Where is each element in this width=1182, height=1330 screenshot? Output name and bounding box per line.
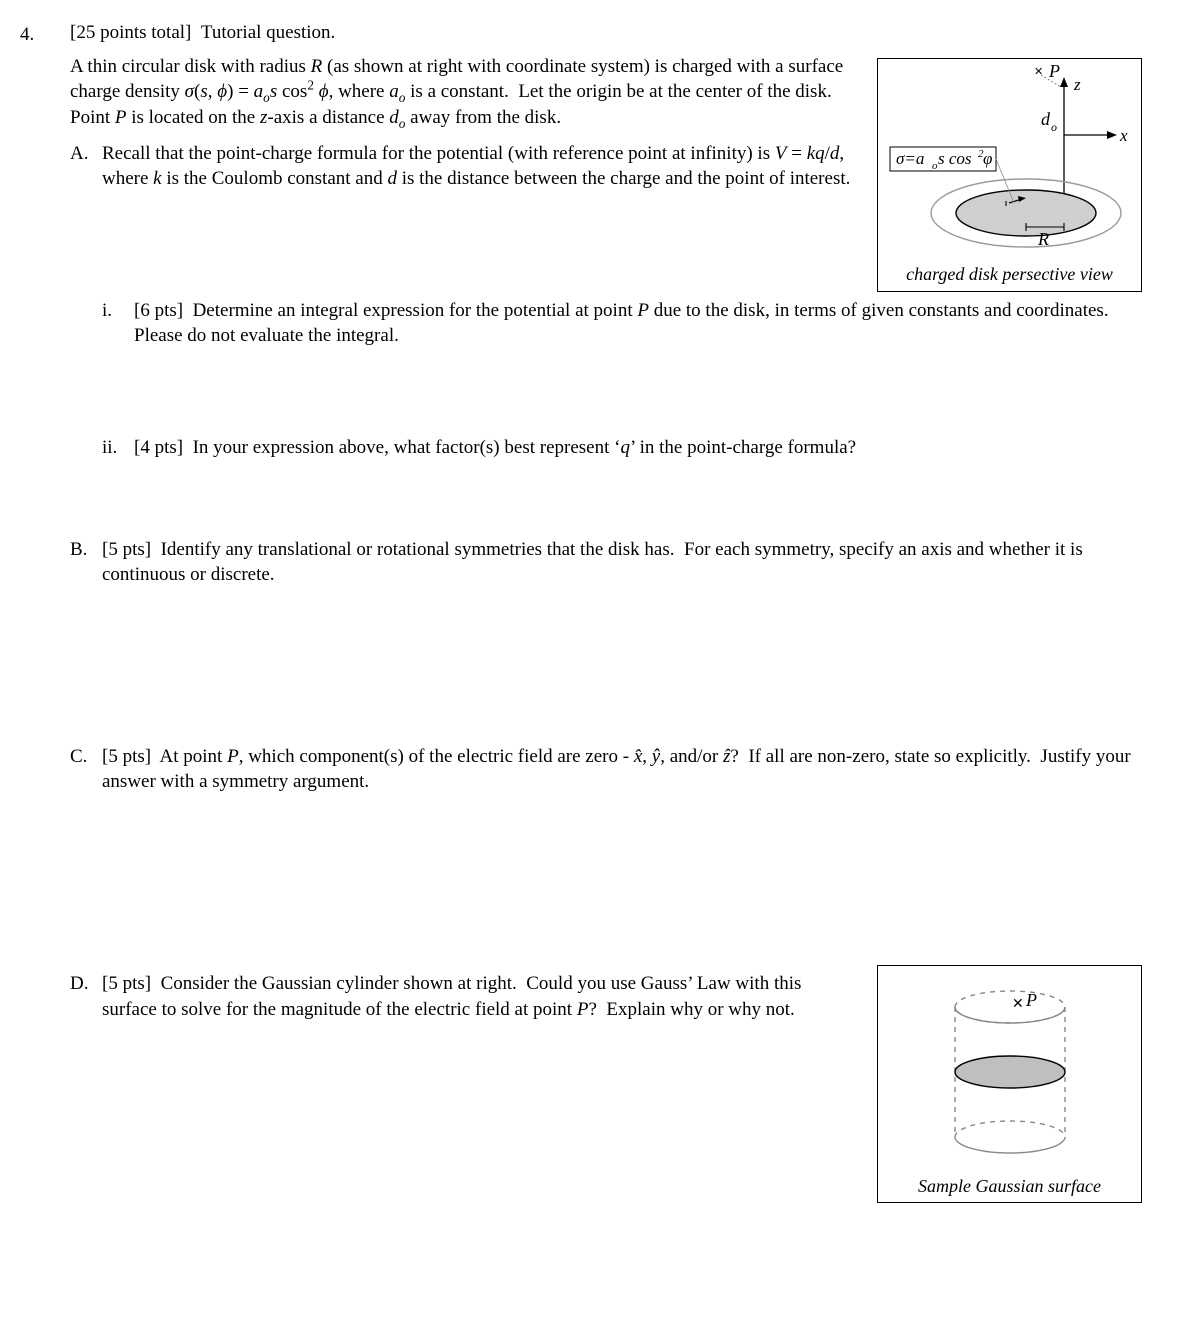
- svg-text:s cos: s cos: [938, 149, 972, 168]
- intro-paragraph: A thin circular disk with radius R (as s…: [70, 54, 857, 131]
- part-a-i-num: i.: [102, 298, 134, 324]
- figure-gaussian-surface: ✕ P Sample Gaussian surface: [877, 965, 1142, 1203]
- svg-text:P: P: [1048, 65, 1060, 81]
- svg-text:o: o: [1051, 120, 1057, 134]
- svg-text:P: P: [1025, 990, 1037, 1010]
- part-c-text: [5 pts] At point P, which component(s) o…: [102, 744, 1142, 795]
- part-a-intro: Recall that the point-charge formula for…: [102, 143, 850, 190]
- svg-text:✕: ✕: [1034, 66, 1043, 78]
- figure-disk-perspective: z x d o ✕ P: [877, 58, 1142, 292]
- part-a-letter: A.: [70, 141, 102, 167]
- svg-text:z: z: [1073, 75, 1081, 94]
- points-header: [25 points total] Tutorial question.: [70, 20, 1142, 46]
- part-d-text: [5 pts] Consider the Gaussian cylinder s…: [102, 971, 857, 1022]
- part-b-text: [5 pts] Identify any translational or ro…: [102, 537, 1142, 588]
- part-c-letter: C.: [70, 744, 102, 770]
- figure2-caption: Sample Gaussian surface: [886, 1174, 1133, 1198]
- svg-text:σ=a: σ=a: [896, 149, 924, 168]
- figure1-caption: charged disk persective view: [886, 262, 1133, 286]
- part-a-i-text: [6 pts] Determine an integral expression…: [134, 298, 1142, 349]
- svg-text:d: d: [1041, 109, 1051, 129]
- part-d-letter: D.: [70, 971, 102, 997]
- part-b-letter: B.: [70, 537, 102, 563]
- svg-text:R: R: [1037, 229, 1049, 249]
- svg-text:x: x: [1119, 126, 1128, 145]
- question-number: 4.: [20, 20, 70, 48]
- disk-diagram-svg: z x d o ✕ P: [886, 65, 1134, 251]
- part-a-ii-num: ii.: [102, 435, 134, 461]
- gaussian-diagram-svg: ✕ P: [886, 972, 1134, 1162]
- svg-text:φ: φ: [983, 149, 992, 168]
- part-a-ii-text: [4 pts] In your expression above, what f…: [134, 435, 1142, 461]
- svg-text:✕: ✕: [1012, 997, 1024, 1012]
